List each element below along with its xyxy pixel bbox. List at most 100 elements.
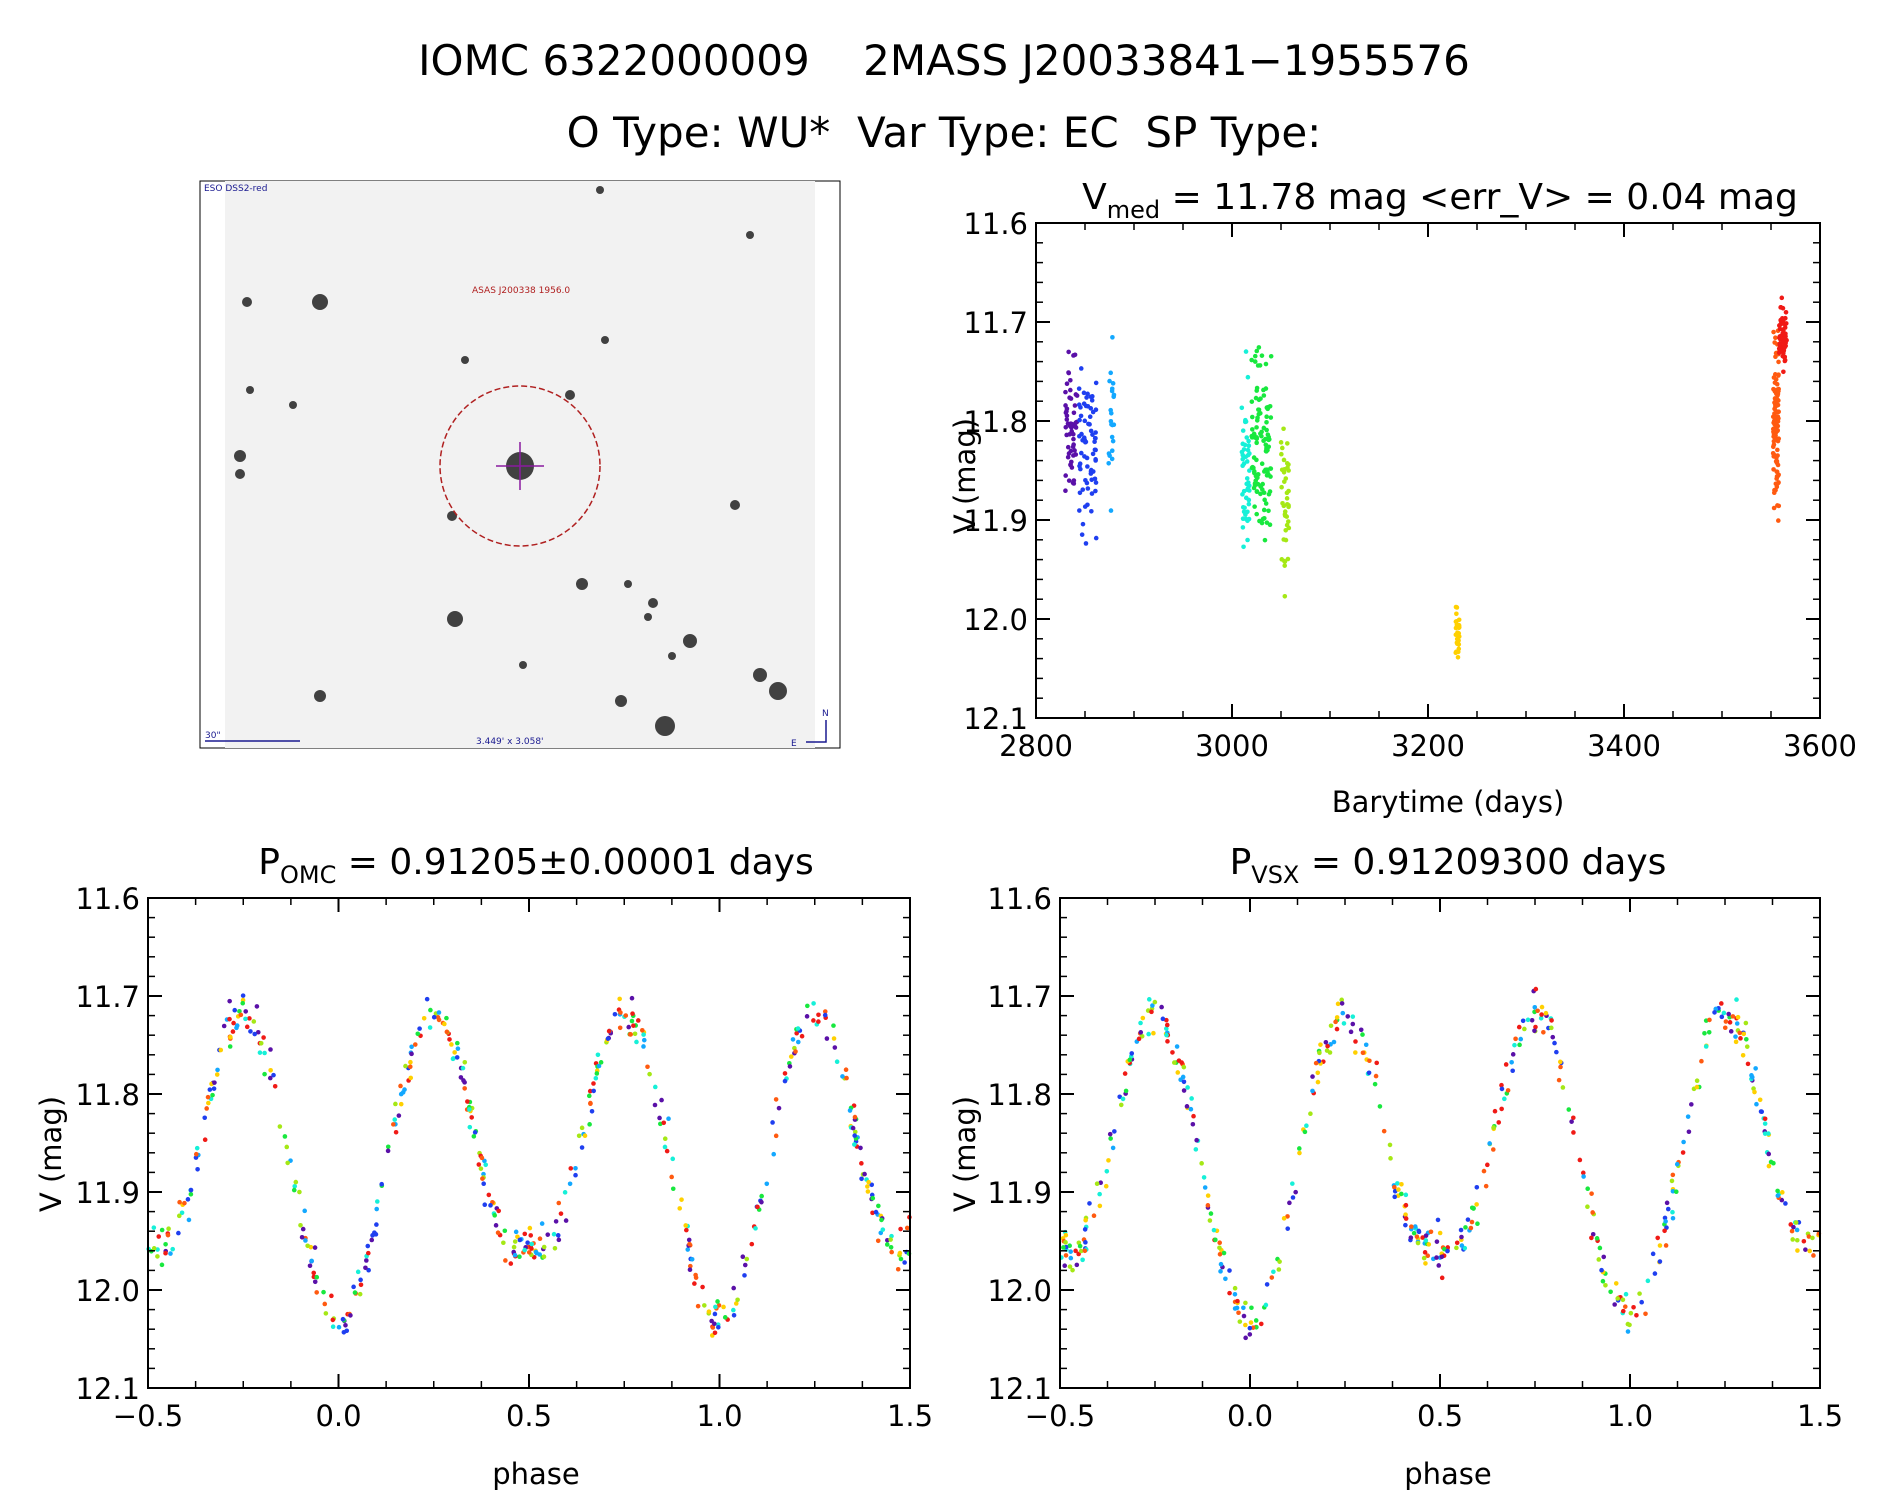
p1-xtick-label: 0.0 [315,1399,361,1433]
p2-point [1339,1001,1345,1006]
star-icon [648,598,658,608]
p1-point [185,1197,191,1202]
p1-point [166,1226,171,1232]
lc-point [1775,473,1781,479]
p2-point [1463,1225,1468,1230]
p1-point [831,1023,836,1028]
p1-point [177,1199,182,1205]
lc-point [1279,451,1284,457]
p1-point [627,1032,633,1037]
p1-point [556,1237,562,1243]
lc-ytick-label: 11.7 [963,306,1028,340]
lc-ytick-label: 11.8 [963,405,1028,439]
p1-point [329,1293,334,1299]
p2-point [1367,1058,1372,1064]
lc-point [1068,396,1074,401]
p1-point [870,1210,875,1216]
p1-point [392,1117,398,1122]
lc-point [1243,495,1249,501]
p2-point [1499,1106,1504,1112]
lc-point [1776,388,1781,394]
p1-point [450,1056,456,1062]
p1-point [626,1024,632,1030]
p1-point [398,1083,403,1089]
p1-point [773,1097,779,1102]
phase-vsx-xlabel: phase [1404,1457,1492,1491]
lc-point [1264,473,1270,478]
p1-point [407,1064,413,1070]
lc-point [1282,466,1287,472]
p2-point [1703,1044,1709,1049]
p2-point [1139,1034,1145,1039]
lc-point [1240,504,1246,510]
p1-point [832,1045,838,1050]
p2-point [1213,1237,1218,1243]
lc-point [1256,411,1262,417]
p1-point [534,1250,539,1256]
light-curve-points [1063,295,1789,660]
p1-point [369,1237,375,1243]
p2-point [1706,1029,1712,1035]
p1-point [742,1273,747,1278]
p1-point [715,1299,720,1304]
p2-point [1325,1043,1330,1049]
p1-point [811,1018,816,1023]
p2-point [1399,1191,1404,1197]
p1-point [305,1243,310,1249]
p1-point [568,1166,574,1171]
p2-point [1353,1050,1358,1055]
p1-xtick-label: −0.5 [113,1399,183,1433]
p1-point [248,1029,253,1034]
p2-point [1083,1217,1088,1223]
p1-point [875,1238,881,1244]
p1-point [562,1190,568,1195]
p2-point [1421,1255,1427,1261]
p1-point [591,1081,596,1086]
p2-point [1221,1250,1227,1256]
p1-point [447,1037,452,1042]
p2-point [1181,1064,1187,1070]
p2-point [1218,1261,1224,1267]
p1-point [194,1145,200,1151]
p2-point [1753,1066,1758,1071]
p1-point [880,1227,886,1232]
p1-point [366,1267,371,1273]
p2-ytick-label: 11.8 [987,1078,1052,1112]
lc-point [1109,434,1115,440]
lc-point [1250,427,1255,432]
p1-xtick-label: 1.5 [887,1399,933,1433]
p2-ytick-label: 11.7 [987,980,1052,1014]
lc-point [1245,537,1250,543]
p2-point [1381,1128,1387,1134]
p1-point [799,1033,805,1039]
lc-point [1245,518,1250,524]
p2-point [1535,1008,1540,1014]
p1-point [632,1031,638,1037]
p1-ytick-label: 12.1 [75,1372,140,1406]
lc-point [1254,348,1260,354]
lc-point [1093,488,1098,494]
lc-point [1281,457,1287,463]
light-curve-axes: 2800 3000 3200 3400 3600 11.6 11.7 11.8 11.9 12.0… [963,207,1856,763]
p2-point [1560,1085,1566,1090]
p1-point [840,1074,845,1079]
finder-survey-label: ESO DSS2-red [204,184,267,194]
p2-point [1258,1321,1264,1327]
p2-point [1766,1151,1772,1157]
star-icon [769,682,787,700]
p1-point [787,1064,793,1069]
p1-point [218,1047,224,1053]
lc-point [1781,321,1787,326]
p2-point [1694,1078,1700,1084]
p1-point [481,1181,486,1187]
p1-point [753,1226,758,1231]
p2-point [1348,1029,1354,1035]
p1-point [254,1004,260,1009]
lc-point [1268,466,1273,471]
p2-point [1766,1131,1771,1136]
lc-point [1774,460,1780,466]
p1-point [553,1219,559,1224]
lc-point [1285,556,1291,562]
p2-point [1549,1025,1554,1031]
p2-point [1738,1036,1743,1041]
